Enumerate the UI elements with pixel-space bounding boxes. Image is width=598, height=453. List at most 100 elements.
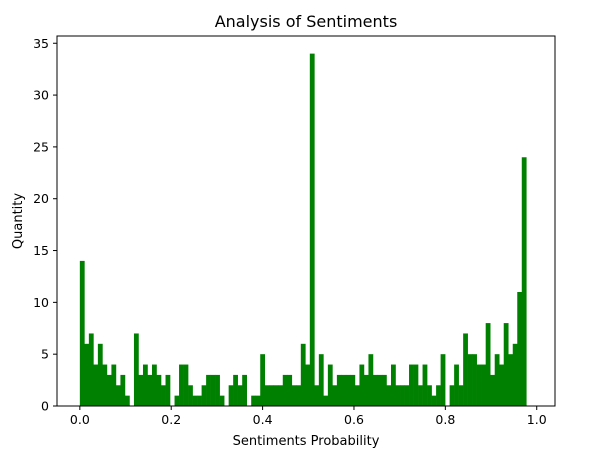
histogram-bar [233,374,238,406]
histogram-bar [174,395,180,406]
y-tick-label: 25 [33,139,49,154]
histogram-bar [372,374,378,406]
histogram-bar [142,364,148,406]
histogram-bar [431,395,437,406]
bars-group [79,53,527,406]
histogram-bar [192,395,198,406]
histogram-bar [251,395,257,406]
histogram-bar [521,157,527,406]
histogram-bar [341,374,347,406]
histogram-bar [327,364,333,406]
y-tick-label: 5 [41,347,49,362]
histogram-bar [413,364,419,406]
histogram-bar [260,354,266,406]
histogram-bar [296,385,302,406]
histogram-bar [300,343,306,406]
histogram-bar [476,364,482,406]
histogram-bar [147,374,153,406]
histogram-bar [336,374,342,406]
histogram-bar [490,374,496,406]
histogram-bar [323,395,329,406]
histogram-bar [395,385,401,406]
histogram-bar [282,374,288,406]
histogram-bar [368,354,374,406]
histogram-bar [237,385,243,406]
histogram-bar [201,385,207,406]
x-axis-label: Sentiments Probability [233,434,380,449]
histogram-bar [517,291,523,406]
histogram-bar [188,385,193,406]
histogram-bar [508,354,514,406]
histogram-bar [381,374,387,406]
plot-frame [56,35,556,407]
histogram-bar [161,385,166,406]
histogram-bar [228,385,234,406]
y-tick-label: 10 [33,295,49,310]
histogram-bar [215,374,220,406]
histogram-bar [472,354,477,406]
histogram-bar [458,385,464,406]
histogram-bar [84,343,90,406]
x-tick-label: 0.0 [70,412,90,427]
histogram-bar [88,333,94,406]
histogram-bar [363,374,369,406]
histogram-bar [314,385,320,406]
histogram-bar [93,364,99,406]
histogram-bar [264,385,270,406]
histogram-bar [287,374,293,406]
histogram-bar [350,374,356,406]
histogram-bar [422,364,428,406]
histogram-bar [512,343,518,406]
histogram-bar [138,374,144,406]
histogram-bar [151,364,157,406]
histogram-bar [503,323,509,406]
histogram-bar [386,385,392,406]
histogram-bar [291,385,297,406]
histogram-bar [120,374,126,406]
histogram-bar [111,364,117,406]
histogram-bar [400,385,405,406]
y-tick-label: 35 [33,36,49,51]
histogram-bar [318,354,324,406]
histogram-bar [156,374,162,406]
histogram-bar [418,385,423,406]
x-tick-label: 0.6 [344,412,364,427]
histogram-bar [210,374,216,406]
y-tick-label: 30 [33,88,49,103]
histogram-bar [219,395,225,406]
histogram-bar [269,385,275,406]
histogram-bar [377,374,383,406]
histogram-bar [427,385,432,406]
x-tick-label: 0.2 [161,412,181,427]
histogram-bar [345,374,351,406]
histogram-bar [165,374,171,406]
histogram-bar [183,364,189,406]
histogram-bar [481,364,486,406]
histogram-bar [499,364,505,406]
histogram-bar [440,354,446,406]
y-tick-label: 15 [33,243,49,258]
histogram-bar [278,385,284,406]
histogram-bar [485,323,491,406]
histogram-bar [409,364,414,406]
chart-title: Analysis of Sentiments [215,12,398,31]
x-axis: 0.0 0.2 0.4 0.6 0.8 1.0 [70,406,547,427]
histogram-bar [354,385,360,406]
x-tick-label: 0.8 [435,412,455,427]
x-tick-label: 0.4 [253,412,273,427]
histogram-bar [133,333,139,406]
histogram-bar [206,374,211,406]
x-tick-label: 1.0 [527,412,547,427]
histogram-bar [255,395,261,406]
y-axis: 0 5 10 15 20 25 30 35 [33,36,57,414]
histogram-bar [124,395,130,406]
histogram-bar [242,374,247,406]
histogram-bar [449,385,455,406]
histogram-bar [359,364,365,406]
histogram-bar [102,364,108,406]
histogram-bar [436,385,441,406]
histogram-bar [197,395,202,406]
histogram-bar [273,385,279,406]
y-tick-label: 20 [33,191,49,206]
